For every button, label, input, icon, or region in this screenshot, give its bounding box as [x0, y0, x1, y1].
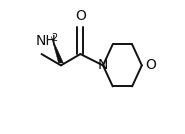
Text: NH: NH [35, 34, 56, 48]
Text: N: N [98, 58, 108, 72]
Text: 2: 2 [52, 33, 58, 43]
Text: O: O [145, 58, 156, 72]
Text: O: O [75, 9, 86, 23]
Polygon shape [51, 36, 63, 63]
